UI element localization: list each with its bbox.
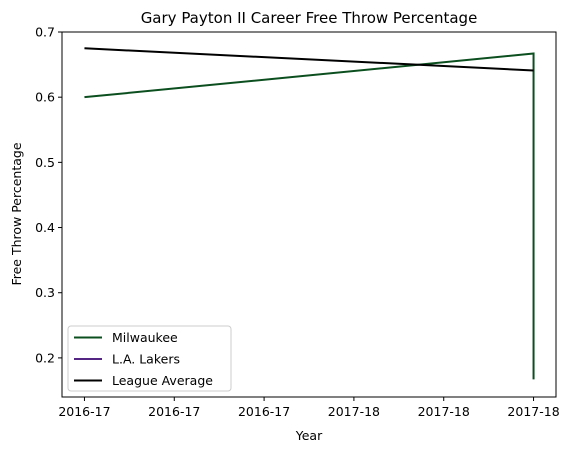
- legend-label-league-average: League Average: [112, 373, 213, 388]
- y-tick-label: 0.3: [35, 285, 55, 300]
- legend-box: [67, 325, 232, 392]
- legend-label-l-a-lakers: L.A. Lakers: [112, 352, 180, 367]
- x-axis-label: Year: [295, 428, 323, 443]
- y-axis-label: Free Throw Percentage: [9, 142, 24, 285]
- legend: Milwaukee L.A. Lakers League Average: [67, 325, 232, 392]
- plot-frame: [61, 31, 557, 398]
- series-line-milwaukee: [84, 52, 535, 380]
- y-tick-label: 0.7: [35, 25, 55, 40]
- x-tick-label: 2017-18: [328, 404, 380, 419]
- legend-label-milwaukee: Milwaukee: [112, 330, 178, 345]
- x-tick-label: 2016-17: [238, 404, 290, 419]
- series-line-league-average: [84, 47, 534, 72]
- y-tick-label: 0.5: [35, 155, 55, 170]
- y-tick-label: 0.4: [35, 220, 55, 235]
- y-tick-label: 0.6: [35, 90, 55, 105]
- y-tick-label: 0.2: [35, 350, 55, 365]
- chart-title: Gary Payton II Career Free Throw Percent…: [141, 9, 478, 27]
- x-tick-label: 2017-18: [507, 404, 559, 419]
- x-tick-label: 2017-18: [418, 404, 470, 419]
- x-tick-label: 2016-17: [58, 404, 110, 419]
- x-tick-label: 2016-17: [148, 404, 200, 419]
